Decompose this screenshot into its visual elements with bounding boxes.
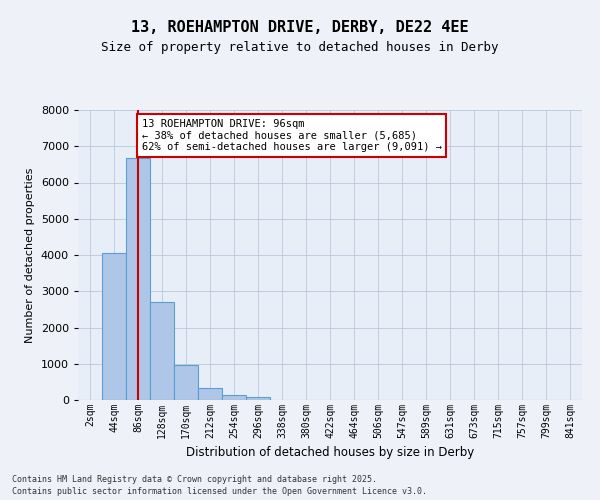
Bar (174, 365, 198, 400)
Text: 13 ROEHAMPTON DRIVE: 96sqm
← 38% of detached houses are smaller (5,685)
62% of s: 13 ROEHAMPTON DRIVE: 96sqm ← 38% of deta… (142, 119, 442, 152)
Bar (246, 397, 270, 400)
Bar (126, 158, 150, 400)
Bar (198, 388, 222, 400)
Text: 13, ROEHAMPTON DRIVE, DERBY, DE22 4EE: 13, ROEHAMPTON DRIVE, DERBY, DE22 4EE (131, 20, 469, 35)
Bar (102, 253, 126, 400)
Y-axis label: Number of detached properties: Number of detached properties (25, 168, 35, 342)
Text: Contains public sector information licensed under the Open Government Licence v3: Contains public sector information licen… (12, 488, 427, 496)
Bar (222, 394, 246, 400)
Text: Size of property relative to detached houses in Derby: Size of property relative to detached ho… (101, 41, 499, 54)
X-axis label: Distribution of detached houses by size in Derby: Distribution of detached houses by size … (186, 446, 474, 460)
Text: Contains HM Land Registry data © Crown copyright and database right 2025.: Contains HM Land Registry data © Crown c… (12, 474, 377, 484)
Bar (150, 302, 174, 400)
